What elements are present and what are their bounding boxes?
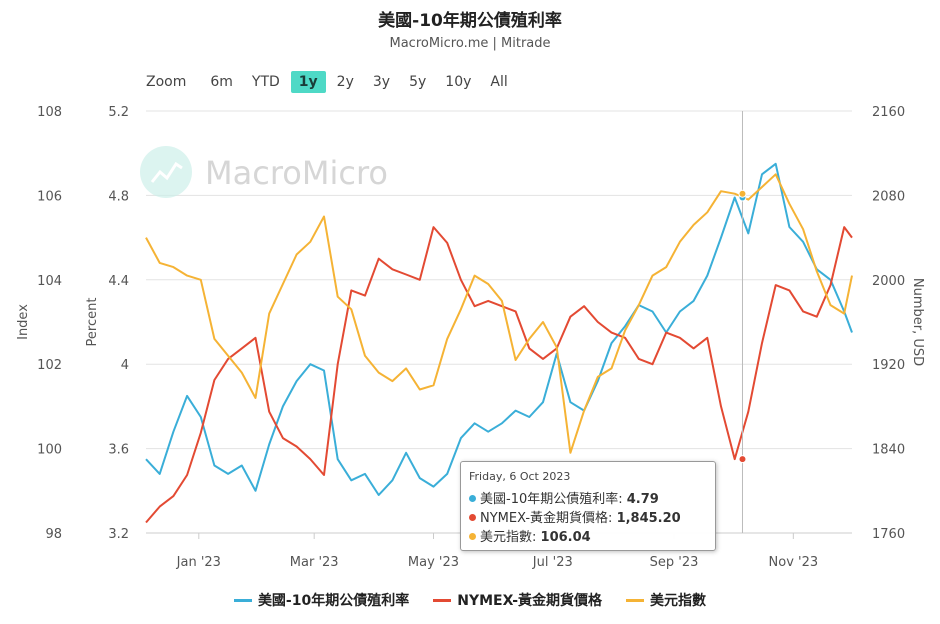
tooltip-row-yield: 美國-10年期公債殖利率: 4.79	[469, 488, 659, 507]
tooltip-yield-value: 4.79	[626, 492, 659, 507]
percent-tick-label: 5.2	[108, 105, 129, 120]
percent-tick-label: 4.8	[108, 189, 129, 204]
index-tick-label: 106	[37, 189, 62, 204]
chart-subtitle: MacroMicro.me | Mitrade	[389, 36, 551, 51]
tooltip: Friday, 6 Oct 2023 美國-10年期公債殖利率: 4.79 NY…	[460, 461, 716, 551]
usd-tick-label: 2000	[872, 274, 905, 289]
zoom-5y-button[interactable]: 5y	[409, 74, 427, 90]
watermark: MacroMicro	[140, 146, 388, 198]
percent-axis-title: Percent	[85, 298, 100, 347]
tooltip-row-dxy: 美元指數: 106.04	[469, 526, 591, 545]
tooltip-date: Friday, 6 Oct 2023	[469, 470, 571, 483]
percent-tick-label: 4.4	[108, 274, 129, 289]
chart-title: 美國-10年期公債殖利率	[378, 11, 562, 31]
x-tick-label: Mar '23	[290, 555, 339, 570]
series-line-0	[145, 162, 853, 496]
tooltip-yield-dot-icon	[469, 495, 476, 502]
index-axis-title: Index	[16, 304, 31, 340]
usd-tick-label: 1840	[872, 443, 905, 458]
percent-tick-label: 4	[121, 358, 129, 373]
legend: 美國-10年期公債殖利率 NYMEX-黃金期貨價格 美元指數	[0, 590, 940, 610]
percent-tick-label: 3.2	[108, 527, 129, 542]
legend-gold-label: NYMEX-黃金期貨價格	[457, 593, 603, 609]
tooltip-gold-name: NYMEX-黃金期貨價格	[480, 511, 609, 526]
tooltip-dxy-dot-icon	[469, 533, 476, 540]
usd-axis-title: Number, USD	[910, 278, 925, 366]
axes: 98 3.2 1760 100 3.6 1840 102 4 1920 104 4.4 2000 106…	[16, 105, 925, 570]
x-tick-label: Nov '23	[769, 555, 819, 570]
legend-item-gold[interactable]: NYMEX-黃金期貨價格	[433, 590, 602, 610]
tooltip-gold-value: 1,845.20	[616, 511, 681, 526]
watermark-logo-icon	[140, 146, 192, 198]
x-tick-label: May '23	[408, 555, 459, 570]
legend-yield-swatch-icon	[233, 598, 252, 602]
usd-tick-label: 1760	[872, 527, 905, 542]
crosshair-markers	[738, 189, 747, 464]
index-tick-label: 102	[37, 358, 62, 373]
x-tick-label: Jul '23	[532, 555, 573, 570]
usd-tick-label: 2160	[872, 105, 905, 120]
tooltip-yield-name: 美國-10年期公債殖利率	[480, 492, 619, 507]
percent-tick-label: 3.6	[108, 443, 129, 458]
watermark-logo-mark	[150, 161, 183, 183]
usd-tick-label: 2080	[872, 189, 905, 204]
index-tick-label: 104	[37, 274, 62, 289]
tooltip-dxy-value: 106.04	[540, 530, 591, 545]
legend-dxy-label: 美元指數	[650, 593, 707, 609]
zoom-all-button[interactable]: All	[490, 74, 508, 90]
zoom-2y-button[interactable]: 2y	[336, 74, 354, 90]
legend-item-yield[interactable]: 美國-10年期公債殖利率	[233, 590, 410, 610]
zoom-3y-button[interactable]: 3y	[372, 74, 391, 90]
zoom-toolbar: Zoom 6m YTD 1y 2y 3y 5y 10y All	[140, 70, 519, 94]
zoom-1y-button[interactable]: 1y	[290, 71, 326, 93]
legend-yield-label: 美國-10年期公債殖利率	[257, 593, 410, 609]
index-tick-label: 98	[45, 527, 62, 542]
usd-tick-label: 1920	[872, 358, 905, 373]
tooltip-row-gold: NYMEX-黃金期貨價格: 1,845.20	[469, 507, 681, 526]
x-tick-label: Sep '23	[650, 555, 699, 570]
zoom-10y-button[interactable]: 10y	[445, 74, 472, 90]
legend-dxy-swatch-icon	[626, 598, 645, 602]
series-line-1	[145, 226, 853, 524]
series-line-2	[145, 173, 853, 454]
watermark-text: MacroMicro	[205, 154, 388, 192]
x-tick-label: Jan '23	[176, 555, 221, 570]
zoom-label: Zoom	[146, 74, 187, 90]
index-tick-label: 100	[37, 443, 62, 458]
legend-gold-swatch-icon	[433, 598, 452, 602]
legend-item-dxy[interactable]: 美元指數	[626, 590, 706, 610]
crosshair-marker-2	[738, 189, 747, 198]
zoom-6m-button[interactable]: 6m	[210, 74, 233, 90]
tooltip-gold-dot-icon	[469, 514, 476, 521]
index-tick-label: 108	[37, 105, 62, 120]
tooltip-dxy-name: 美元指數	[480, 530, 533, 545]
crosshair-marker-1	[738, 455, 747, 464]
zoom-ytd-button[interactable]: YTD	[251, 74, 280, 90]
